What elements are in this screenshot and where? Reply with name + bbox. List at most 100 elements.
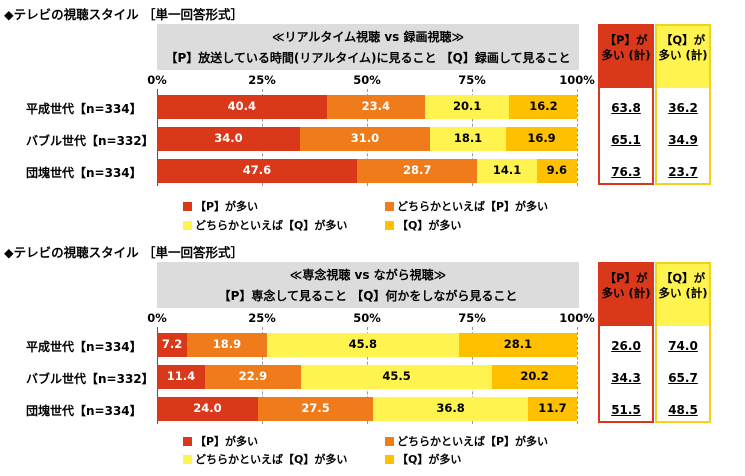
data-label: 11.7	[538, 401, 567, 415]
x-tick-label: 75%	[458, 73, 486, 87]
summary-value: 65.7	[668, 371, 698, 385]
bar-segment: 45.8	[266, 333, 459, 357]
legend-swatch	[183, 455, 192, 464]
data-label: 31.0	[350, 131, 380, 145]
x-tick-label: 100%	[559, 311, 595, 325]
bar-segment: 28.1	[458, 333, 577, 357]
summary-value: 34.9	[668, 133, 698, 147]
category-label: 団塊世代【n=334】	[26, 166, 142, 180]
chart-section: ◆テレビの視聴スタイル ［単一回答形式］ ≪リアルタイム視聴 vs 録画視聴≫ 【P…	[4, 7, 711, 233]
legend-item: 【P】が多い	[183, 198, 258, 214]
data-label: 22.9	[238, 369, 268, 383]
summary-column-q: 【Q】が 多い (計) 74.0 65.7 48.5	[655, 262, 711, 423]
legend-label: どちらかといえば【Q】が多い	[195, 453, 348, 466]
bar-segment: 20.1	[424, 95, 510, 119]
plot-area: 7.2 18.9 45.8 28.1 11.4 22.9 45.5 20.2 24.0 27.5 3…	[157, 327, 578, 424]
bar-segment: 18.1	[430, 127, 507, 151]
data-label: 14.1	[492, 163, 522, 177]
category-label: 平成世代【n=334】	[26, 102, 142, 116]
x-tick-label: 25%	[248, 311, 276, 325]
bar-segment: 24.0	[157, 397, 258, 421]
data-label: 16.2	[529, 99, 558, 113]
legend-label: どちらかといえば【P】が多い	[397, 200, 549, 213]
data-label: 34.0	[214, 131, 243, 145]
subtitle-main: ≪リアルタイム視聴 vs 録画視聴≫	[271, 30, 465, 44]
subtitle-box: ≪専念視聴 vs ながら視聴≫ 【P】専念して見ること 【Q】何かをしながら見るこ…	[157, 262, 579, 308]
data-label: 36.8	[436, 401, 465, 415]
bar-segment: 47.6	[157, 159, 357, 183]
x-tick-label: 25%	[248, 73, 276, 87]
legend-swatch	[385, 221, 394, 230]
summary-column-p: 【P】が 多い (計) 26.0 34.3 51.5	[598, 262, 654, 423]
legend-label: 【P】が多い	[195, 435, 259, 448]
summary-column-p: 【P】が 多い (計) 63.8 65.1 76.3	[598, 24, 654, 185]
summary-value: 65.1	[611, 133, 641, 147]
summary-value: 63.8	[611, 101, 641, 115]
subtitle-definition: 【P】放送している時間(リアルタイム)に見ること 【Q】録画して見ること	[165, 51, 571, 65]
summary-header: 【P】が 多い (計)	[600, 26, 652, 88]
summary-header: 【Q】が 多い (計)	[657, 264, 709, 326]
legend-item: どちらかといえば【Q】が多い	[183, 217, 347, 233]
bar-segment: 28.7	[356, 159, 478, 183]
bar-segment: 45.5	[301, 365, 493, 389]
data-label: 20.2	[520, 369, 549, 383]
subtitle-definition: 【P】専念して見ること 【Q】何かをしながら見ること	[218, 289, 518, 303]
x-tick-label: 75%	[458, 311, 486, 325]
legend-swatch	[385, 455, 394, 464]
data-label: 45.5	[382, 369, 411, 383]
category-label: 平成世代【n=334】	[26, 340, 142, 354]
data-label: 28.1	[503, 337, 533, 351]
subtitle-box: ≪リアルタイム視聴 vs 録画視聴≫ 【P】放送している時間(リアルタイム)に見る…	[157, 24, 579, 70]
data-label: 18.9	[212, 337, 242, 351]
data-label: 40.4	[227, 99, 257, 113]
x-tick-label: 50%	[353, 311, 381, 325]
bar-segment: 31.0	[299, 127, 430, 151]
summary-value: 36.2	[668, 101, 698, 115]
data-label: 45.8	[348, 337, 377, 351]
x-tick-label: 50%	[353, 73, 381, 87]
bar-segment: 27.5	[257, 397, 374, 421]
legend-label: 【Q】が多い	[397, 453, 462, 466]
x-tick-label: 100%	[559, 73, 595, 87]
category-label: バブル世代【n=332】	[26, 372, 154, 386]
data-label: 7.2	[161, 337, 183, 351]
bar-segment: 22.9	[204, 365, 302, 389]
summary-column-q: 【Q】が 多い (計) 36.2 34.9 23.7	[655, 24, 711, 185]
summary-header: 【Q】が 多い (計)	[657, 26, 709, 88]
data-label: 16.9	[527, 131, 556, 145]
data-label: 27.5	[301, 401, 330, 415]
bar-segment: 7.2	[157, 333, 188, 357]
bar-segment: 20.2	[492, 365, 577, 389]
chart-section: ◆テレビの視聴スタイル ［単一回答形式］ ≪専念視聴 vs ながら視聴≫ 【P】専念…	[0, 238, 745, 476]
legend-swatch	[183, 202, 192, 211]
legend-item: 【Q】が多い	[385, 217, 461, 233]
category-label: バブル世代【n=332】	[26, 134, 154, 148]
legend-swatch	[183, 221, 192, 230]
summary-value: 74.0	[668, 339, 698, 353]
summary-header: 【P】が 多い (計)	[600, 264, 652, 326]
bar-segment: 9.6	[536, 159, 577, 183]
chart-title: ◆テレビの視聴スタイル ［単一回答形式］	[4, 245, 243, 260]
bar-segment: 11.4	[157, 365, 205, 389]
summary-value: 51.5	[611, 403, 641, 417]
data-label: 47.6	[242, 163, 272, 177]
data-label: 18.1	[453, 131, 483, 145]
legend-label: どちらかといえば【Q】が多い	[195, 219, 348, 232]
bar-segment: 18.9	[187, 333, 267, 357]
bar-segment: 16.2	[509, 95, 578, 119]
legend-item: 【Q】が多い	[385, 451, 461, 467]
legend-item: 【P】が多い	[183, 433, 258, 449]
gridline	[577, 327, 578, 424]
bar-segment: 23.4	[326, 95, 425, 119]
legend-item: どちらかといえば【Q】が多い	[183, 451, 347, 467]
bar-segment: 36.8	[373, 397, 528, 421]
legend-swatch	[385, 202, 394, 211]
summary-value: 23.7	[668, 165, 698, 179]
legend-item: どちらかといえば【P】が多い	[385, 198, 548, 214]
legend-label: どちらかといえば【P】が多い	[397, 435, 549, 448]
category-label: 団塊世代【n=334】	[26, 404, 142, 418]
data-label: 20.1	[452, 99, 482, 113]
data-label: 23.4	[361, 99, 390, 113]
summary-value: 76.3	[611, 165, 641, 179]
legend-label: 【Q】が多い	[397, 219, 462, 232]
